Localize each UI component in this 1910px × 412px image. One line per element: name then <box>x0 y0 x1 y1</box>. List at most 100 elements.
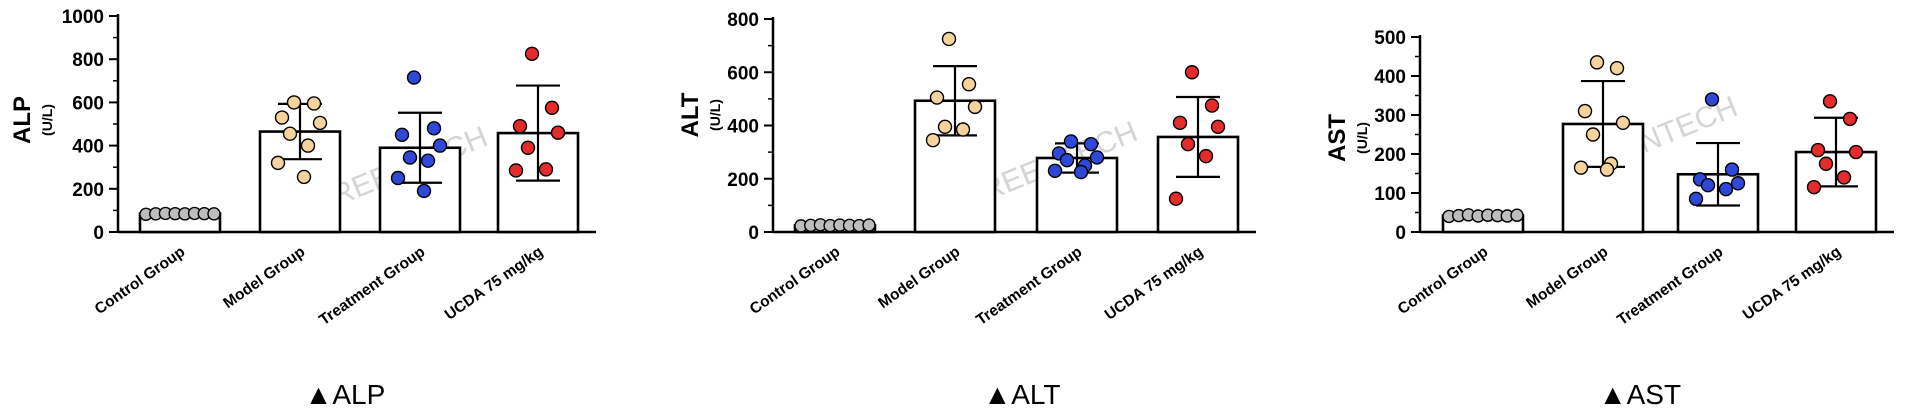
alt-point-model-group <box>955 122 971 137</box>
alt-point-ucda-75-mg-kg <box>1204 98 1220 113</box>
ast-point-model-group <box>1615 115 1631 131</box>
ast-y-axis-label: AST <box>1324 114 1351 162</box>
alt-point-ucda-75-mg-kg <box>1210 119 1226 135</box>
alp-point-model-group <box>286 95 302 110</box>
ast-point-ucda-75-mg-kg <box>1806 179 1822 195</box>
alp-point-treatment-group <box>390 170 406 186</box>
ast-point-model-group <box>1589 55 1605 70</box>
alp-point-ucda-75-mg-kg <box>520 140 536 155</box>
ast-point-treatment-group <box>1704 92 1720 107</box>
alt-point-ucda-75-mg-kg <box>1184 65 1200 80</box>
ast-point-model-group <box>1585 127 1601 142</box>
alt-category-label: Control Group <box>747 243 844 318</box>
ast-point-model-group <box>1599 162 1615 177</box>
alt-point-model-group <box>937 119 953 135</box>
alp-point-treatment-group <box>406 70 422 85</box>
alt-point-treatment-group <box>1073 164 1089 180</box>
ast-y-tick-label: 200 <box>1374 145 1406 166</box>
ast-point-treatment-group <box>1700 177 1716 193</box>
ast-category-label: UCDA 75 mg/kg <box>1740 243 1845 323</box>
alp-point-treatment-group <box>420 153 436 168</box>
ast-point-model-group <box>1573 160 1589 175</box>
alp-y-tick-label: 400 <box>72 137 104 158</box>
alp-chart: GREENTECH02004006008001000ALP(U/L)Contro… <box>9 7 596 410</box>
ast-point-treatment-group <box>1724 162 1740 177</box>
alp-point-model-group <box>270 155 286 171</box>
alt-point-model-group <box>925 132 941 148</box>
alp-y-tick-label: 1000 <box>62 7 104 28</box>
alp-point-treatment-group <box>402 150 418 165</box>
ast-y-tick-label: 500 <box>1374 28 1406 49</box>
alt-point-model-group <box>929 90 945 105</box>
alp-point-treatment-group <box>426 121 442 136</box>
ast-point-model-group <box>1577 103 1593 119</box>
ast-y-tick-label: 300 <box>1374 106 1406 127</box>
ast-point-ucda-75-mg-kg <box>1848 144 1864 160</box>
alt-point-treatment-group <box>1089 150 1105 165</box>
alt-point-ucda-75-mg-kg <box>1198 148 1214 164</box>
alt-point-model-group <box>961 77 977 92</box>
alp-point-model-group <box>274 110 290 125</box>
alp-point-model-group <box>306 96 322 111</box>
ast-point-treatment-group <box>1718 181 1734 197</box>
alt-point-ucda-75-mg-kg <box>1180 136 1196 152</box>
alp-y-tick-label: 200 <box>72 180 104 201</box>
alt-point-model-group <box>941 31 957 47</box>
alp-y-tick-label: 0 <box>93 223 104 244</box>
alt-point-treatment-group <box>1083 136 1099 152</box>
alt-point-treatment-group <box>1059 152 1075 168</box>
alt-y-axis-label: ALT <box>677 92 704 137</box>
alt-y-tick-label: 0 <box>748 223 759 244</box>
alp-category-label: Model Group <box>220 243 308 312</box>
ast-point-treatment-group <box>1688 191 1704 207</box>
ast-y-axis-unit: (U/L) <box>1354 122 1370 154</box>
alp-category-label: Control Group <box>92 243 189 318</box>
ast-category-label: Model Group <box>1523 243 1611 312</box>
ast-point-ucda-75-mg-kg <box>1822 94 1838 109</box>
alp-y-tick-label: 600 <box>72 93 104 114</box>
ast-point-ucda-75-mg-kg <box>1842 111 1858 127</box>
ast-y-tick-label: 0 <box>1395 223 1406 244</box>
ast-y-tick-label: 400 <box>1374 67 1406 88</box>
alt-category-label: Model Group <box>875 243 963 312</box>
alp-category-label: UCDA 75 mg/kg <box>442 243 547 323</box>
ast-category-label: Control Group <box>1395 243 1492 318</box>
alp-point-model-group <box>296 169 312 185</box>
ast-y-tick-label: 100 <box>1374 184 1406 205</box>
ast-point-model-group <box>1609 60 1625 76</box>
alt-point-model-group <box>967 99 983 115</box>
alt-point-ucda-75-mg-kg <box>1168 191 1184 206</box>
alt-y-tick-label: 400 <box>727 117 759 138</box>
alp-point-ucda-75-mg-kg <box>524 46 540 61</box>
alt-y-axis-unit: (U/L) <box>707 99 723 131</box>
alp-point-model-group <box>300 138 316 153</box>
alp-point-treatment-group <box>432 138 448 153</box>
ast-bar-model-group <box>1561 122 1645 234</box>
alp-point-ucda-75-mg-kg <box>544 100 560 116</box>
alp-point-ucda-75-mg-kg <box>550 125 566 140</box>
alp-point-ucda-75-mg-kg <box>538 162 554 177</box>
alt-y-tick-label: 800 <box>727 10 759 31</box>
alt-chart: GREENTECH0200400600800ALT(U/L)Control Gr… <box>677 10 1256 410</box>
alt-point-treatment-group <box>1063 134 1079 149</box>
ast-point-ucda-75-mg-kg <box>1818 156 1834 171</box>
alp-y-axis-label: ALP <box>9 96 36 144</box>
alp-category-label: Treatment Group <box>316 243 428 329</box>
ast-category-label: Treatment Group <box>1614 243 1726 329</box>
alp-y-axis-unit: (U/L) <box>39 104 55 136</box>
alp-point-ucda-75-mg-kg <box>512 118 528 134</box>
ast-point-ucda-75-mg-kg <box>1810 142 1826 158</box>
alt-category-label: Treatment Group <box>973 243 1085 329</box>
alt-y-tick-label: 600 <box>727 63 759 84</box>
alp-point-model-group <box>282 126 298 141</box>
alp-caption: ▲ALP <box>305 379 386 410</box>
alp-point-model-group <box>312 115 328 131</box>
alp-point-ucda-75-mg-kg <box>508 163 524 178</box>
alt-category-label: UCDA 75 mg/kg <box>1102 243 1207 323</box>
ast-point-control-group <box>1510 208 1524 222</box>
alt-y-tick-label: 200 <box>727 170 759 191</box>
ast-point-ucda-75-mg-kg <box>1836 170 1852 185</box>
alt-caption: ▲ALT <box>984 379 1061 410</box>
